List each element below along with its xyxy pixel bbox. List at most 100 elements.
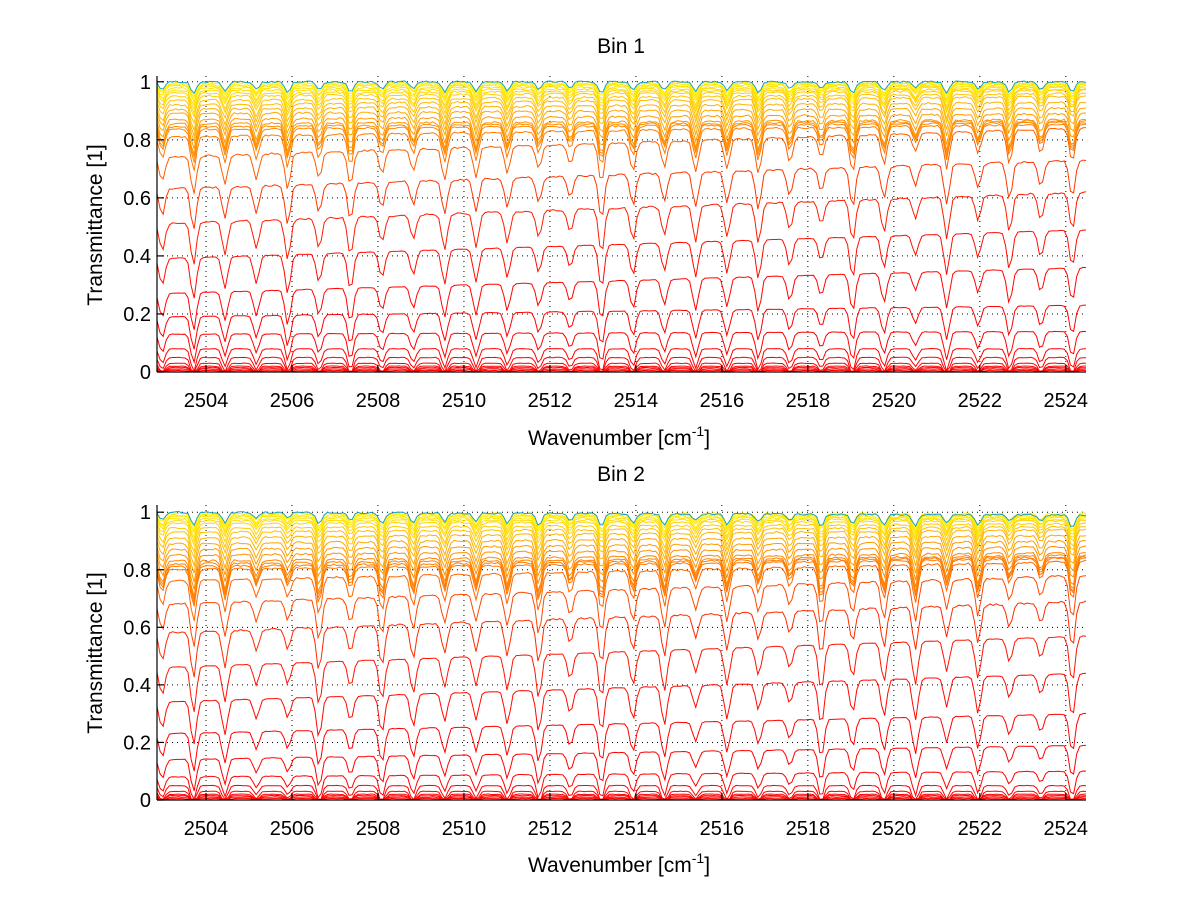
x-tick-label: 2508	[356, 390, 401, 412]
x-tick-label: 2524	[1044, 390, 1089, 412]
x-tick-label: 2510	[442, 390, 487, 412]
series-line	[156, 365, 1087, 373]
x-tick-label: 2514	[614, 818, 659, 840]
series-line	[156, 554, 1087, 600]
series-line	[156, 600, 1087, 678]
series-line	[156, 347, 1087, 373]
series-line	[156, 510, 1086, 527]
series-line	[156, 127, 1087, 194]
y-tick-label: 0.6	[123, 188, 151, 210]
y-axis-label: Transmittance [1]	[84, 144, 107, 305]
series-line	[156, 784, 1087, 801]
y-tick-label: 0	[140, 790, 151, 812]
series-line	[156, 368, 1087, 372]
series-line	[156, 95, 1087, 133]
series-line	[156, 101, 1087, 138]
series-line	[156, 82, 1087, 100]
series-line	[156, 362, 1087, 373]
y-tick-label: 0.2	[123, 304, 151, 326]
series-line	[156, 744, 1087, 791]
series-line	[156, 518, 1087, 543]
x-tick-label: 2514	[614, 390, 659, 412]
y-tick-label: 0.2	[123, 732, 151, 754]
x-tick-label: 2516	[700, 818, 745, 840]
axes	[156, 76, 1086, 373]
y-tick-labels: 0 0.2 0.4 0.6 0.8 1	[123, 72, 151, 384]
series-line	[156, 545, 1087, 590]
series-line	[156, 304, 1087, 350]
grid-lines	[157, 505, 1086, 800]
series-line	[156, 552, 1086, 597]
series-line	[156, 557, 1087, 607]
x-tick-label: 2518	[786, 390, 831, 412]
panel-title: Bin 1	[597, 35, 645, 58]
x-tick-labels: 2504 2506 2508 2510 2512 2514 2516 2518 2520 2522…	[184, 818, 1088, 840]
series-line	[156, 793, 1087, 800]
series-line	[156, 159, 1087, 229]
series-line	[156, 770, 1087, 801]
series-line	[156, 574, 1087, 647]
x-tick-label: 2504	[184, 818, 229, 840]
series-line	[156, 525, 1087, 560]
series-line	[156, 121, 1087, 163]
series-line	[156, 790, 1087, 801]
x-tick-label: 2512	[528, 818, 573, 840]
x-tick-label: 2506	[270, 390, 315, 412]
series-line	[156, 516, 1087, 539]
series-line	[156, 88, 1087, 115]
x-tick-label: 2520	[872, 818, 917, 840]
x-tick-label: 2510	[442, 818, 487, 840]
x-tick-label: 2508	[356, 818, 401, 840]
grid-lines	[157, 76, 1086, 372]
series-line	[156, 534, 1087, 574]
x-tick-label: 2522	[958, 390, 1003, 412]
series-line	[156, 80, 1087, 95]
y-tick-label: 0.8	[123, 130, 151, 152]
series-line	[156, 92, 1087, 125]
series-line	[156, 559, 1087, 622]
series-line	[156, 266, 1087, 330]
subplot-bin-1: Bin 1 2504 2506 2508 2510 2512 2514 2516 2518 25…	[84, 35, 1088, 450]
x-axis-label: Wavenumber [cm-1]	[528, 423, 710, 450]
x-tick-label: 2518	[786, 818, 831, 840]
series-line	[156, 528, 1087, 568]
series-line	[156, 366, 1087, 372]
series-line	[156, 107, 1087, 144]
y-tick-label: 0	[140, 362, 151, 384]
y-axis-label: Transmittance [1]	[84, 572, 107, 733]
y-tick-label: 0.6	[123, 617, 151, 639]
series-line	[156, 513, 1087, 532]
series-line	[156, 369, 1087, 372]
series-line	[156, 672, 1086, 745]
x-tick-label: 2504	[184, 390, 229, 412]
series-line	[156, 796, 1087, 800]
y-tick-label: 0.8	[123, 560, 151, 582]
series-lines	[156, 80, 1087, 373]
x-tick-label: 2512	[528, 390, 573, 412]
y-tick-label: 1	[140, 72, 151, 94]
series-line	[156, 118, 1087, 157]
x-tick-label: 2516	[700, 390, 745, 412]
panel-title: Bin 2	[597, 463, 645, 486]
series-line	[156, 356, 1086, 373]
series-line	[156, 123, 1087, 171]
subplot-bin-2: Bin 2 2504 2506 2508 2510 2512 2514 2516 2518 25…	[84, 463, 1088, 877]
x-tick-label: 2522	[958, 818, 1003, 840]
x-axis-label: Wavenumber [cm-1]	[528, 850, 710, 877]
series-line	[156, 89, 1087, 119]
y-tick-label: 0.4	[123, 675, 151, 697]
series-lines	[156, 510, 1087, 801]
series-line	[156, 191, 1087, 265]
series-line	[156, 794, 1087, 800]
axes	[156, 505, 1086, 801]
series-line	[156, 229, 1087, 299]
x-tick-labels: 2504 2506 2508 2510 2512 2514 2516 2518 2520 2522…	[184, 390, 1088, 412]
series-line	[156, 86, 1087, 110]
y-tick-labels: 0 0.2 0.4 0.6 0.8 1	[123, 502, 151, 812]
y-tick-label: 0.4	[123, 246, 151, 268]
series-line	[156, 635, 1087, 712]
series-line	[156, 330, 1087, 365]
series-line	[156, 85, 1087, 107]
series-line	[156, 797, 1087, 800]
